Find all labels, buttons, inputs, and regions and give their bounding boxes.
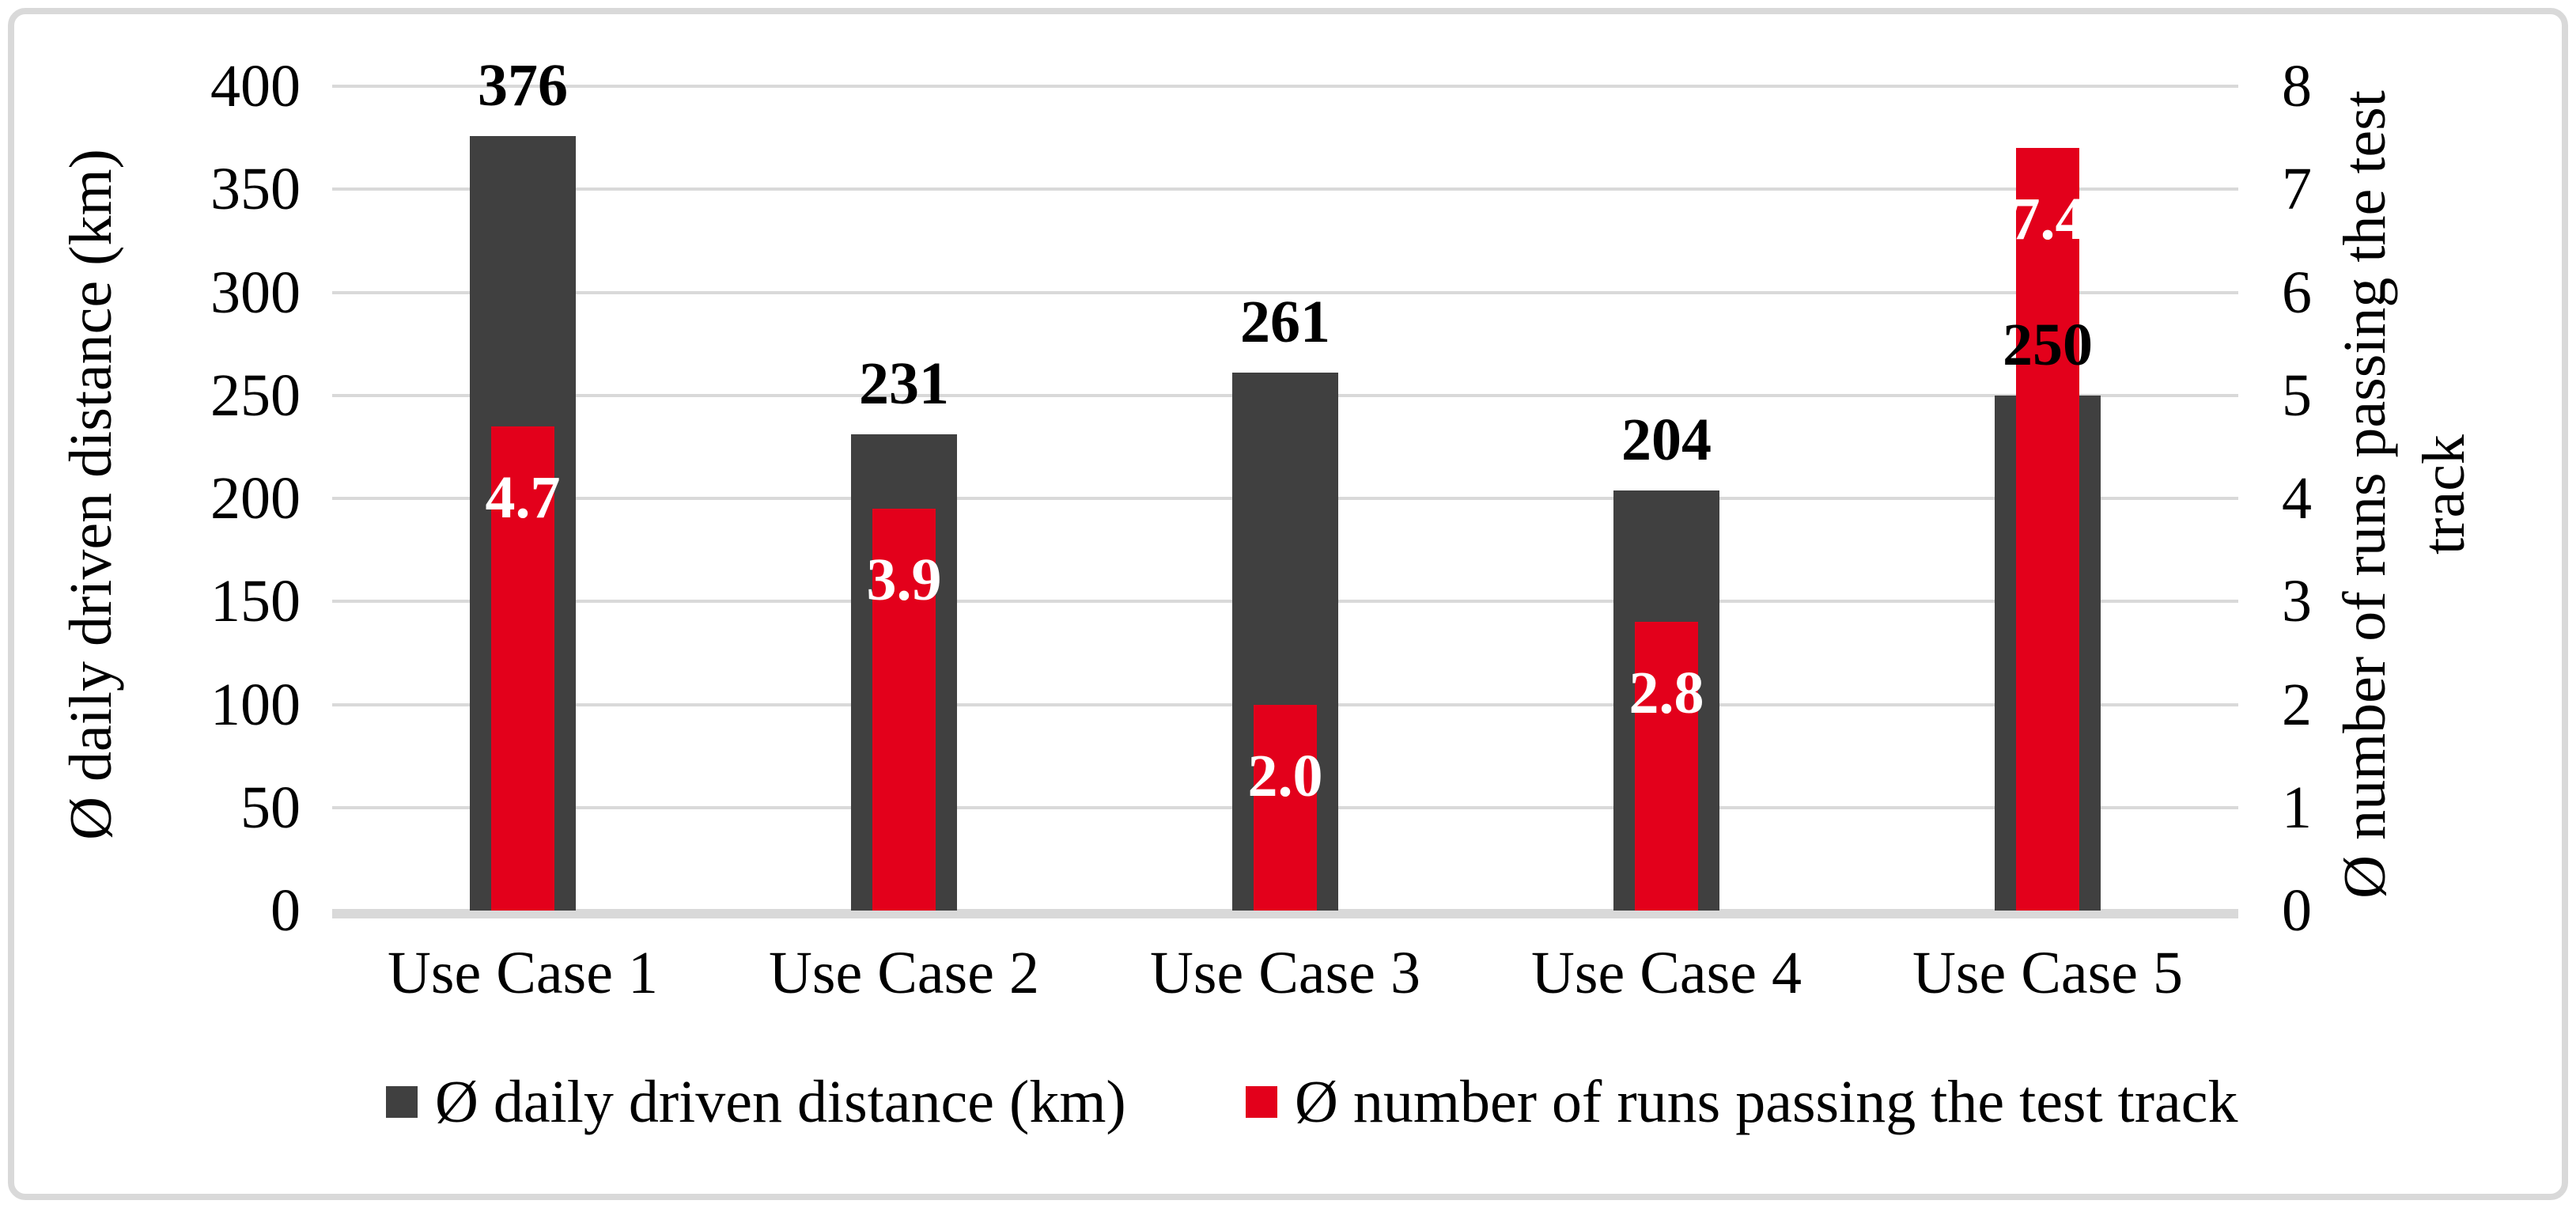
legend-label-runs: Ø number of runs passing the test track (1295, 1069, 2238, 1135)
runs-value-label: 4.7 (485, 464, 561, 531)
gridline (332, 187, 2238, 191)
right-axis-tick: 1 (2282, 774, 2312, 841)
runs-bar (2016, 148, 2079, 911)
right-axis-tick: 8 (2282, 53, 2312, 119)
left-axis-tick: 150 (210, 568, 301, 635)
distance-value-label: 204 (1621, 406, 1712, 473)
right-axis-tick: 2 (2282, 671, 2312, 738)
left-axis-tick: 400 (210, 53, 301, 119)
left-axis-tick: 50 (240, 774, 301, 841)
category-label: Use Case 4 (1531, 940, 1802, 1006)
right-axis-tick: 6 (2282, 259, 2312, 326)
legend-label-distance: Ø daily driven distance (km) (435, 1069, 1126, 1135)
left-axis-tick: 250 (210, 362, 301, 429)
runs-value-label: 3.9 (866, 547, 942, 614)
left-axis-tick: 300 (210, 259, 301, 326)
left-axis-tick: 350 (210, 156, 301, 223)
legend-swatch-runs (1246, 1086, 1277, 1118)
right-axis-tick: 0 (2282, 877, 2312, 944)
runs-bar (872, 509, 936, 911)
right-axis-tick: 3 (2282, 568, 2312, 635)
left-axis-title: Ø daily driven distance (km) (58, 149, 124, 840)
gridline (332, 85, 2238, 88)
runs-value-label: 2.8 (1628, 660, 1704, 727)
left-axis-tick: 100 (210, 671, 301, 738)
left-axis-tick: 200 (210, 465, 301, 532)
runs-bar (1635, 622, 1698, 911)
left-axis-tick: 0 (270, 877, 301, 944)
category-label: Use Case 1 (388, 940, 658, 1006)
right-axis-tick: 4 (2282, 465, 2312, 532)
runs-value-label: 7.4 (2010, 186, 2086, 253)
distance-value-label: 250 (2003, 311, 2093, 378)
category-label: Use Case 3 (1150, 940, 1420, 1006)
category-label: Use Case 5 (1912, 940, 2183, 1006)
distance-value-label: 231 (859, 350, 949, 418)
runs-value-label: 2.0 (1247, 742, 1323, 809)
distance-value-label: 261 (1240, 289, 1330, 356)
legend-swatch-distance (386, 1086, 418, 1118)
gridline (332, 290, 2238, 294)
x-axis-line (332, 909, 2238, 918)
right-axis-tick: 5 (2282, 362, 2312, 429)
distance-value-label: 376 (478, 51, 568, 119)
right-axis-tick: 7 (2282, 156, 2312, 223)
runs-bar (491, 426, 554, 911)
category-label: Use Case 2 (769, 940, 1039, 1006)
legend-item-runs: Ø number of runs passing the test track (1246, 1070, 2238, 1134)
legend-item-distance: Ø daily driven distance (km) (386, 1070, 1126, 1134)
runs-bar (1254, 704, 1317, 911)
